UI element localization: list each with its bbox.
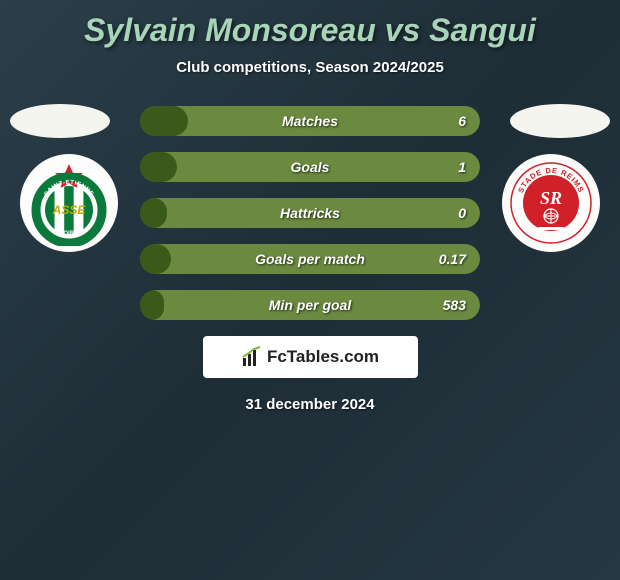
stat-bar-label: Goals: [291, 159, 330, 175]
stat-bar-value: 0.17: [439, 251, 466, 267]
date-text: 31 december 2024: [0, 396, 620, 413]
subtitle: Club competitions, Season 2024/2025: [0, 59, 620, 76]
comparison-area: SAINT-ETIENNE LOIRE ASSE STADE DE REIMS …: [0, 104, 620, 413]
stat-bar: Goals per match 0.17: [140, 244, 480, 274]
fctables-logo: FcTables.com: [203, 336, 418, 378]
saint-etienne-crest-icon: SAINT-ETIENNE LOIRE ASSE: [26, 160, 112, 246]
stat-bar: Matches 6: [140, 106, 480, 136]
stat-bar-value: 0: [458, 205, 466, 221]
reims-crest-icon: STADE DE REIMS SR: [508, 160, 594, 246]
stat-bar-label: Min per goal: [269, 297, 351, 313]
stat-bar-fill: [140, 290, 164, 320]
stat-bar-fill: [140, 198, 167, 228]
club-logo-right: STADE DE REIMS SR: [502, 154, 600, 252]
stat-bar: Min per goal 583: [140, 290, 480, 320]
stat-bar-label: Matches: [282, 113, 338, 129]
club-logo-left: SAINT-ETIENNE LOIRE ASSE: [20, 154, 118, 252]
stat-bar-label: Goals per match: [255, 251, 365, 267]
stat-bar-label: Hattricks: [280, 205, 340, 221]
stat-bar-value: 6: [458, 113, 466, 129]
stat-bar-fill: [140, 244, 171, 274]
brand-text: FcTables.com: [267, 347, 379, 367]
stat-bar: Goals 1: [140, 152, 480, 182]
page-title: Sylvain Monsoreau vs Sangui: [0, 0, 620, 49]
stat-bar-fill: [140, 106, 188, 136]
stat-bars: Matches 6 Goals 1 Hattricks 0 Goals per match 0…: [140, 104, 480, 320]
stat-bar-value: 1: [458, 159, 466, 175]
stat-bar-fill: [140, 152, 177, 182]
bar-chart-icon: [241, 346, 263, 368]
stat-bar-value: 583: [443, 297, 466, 313]
stat-bar: Hattricks 0: [140, 198, 480, 228]
svg-text:LOIRE: LOIRE: [60, 231, 78, 237]
svg-text:SR: SR: [540, 188, 562, 208]
svg-text:ASSE: ASSE: [52, 203, 87, 217]
player-chip-right: [510, 104, 610, 138]
player-chip-left: [10, 104, 110, 138]
